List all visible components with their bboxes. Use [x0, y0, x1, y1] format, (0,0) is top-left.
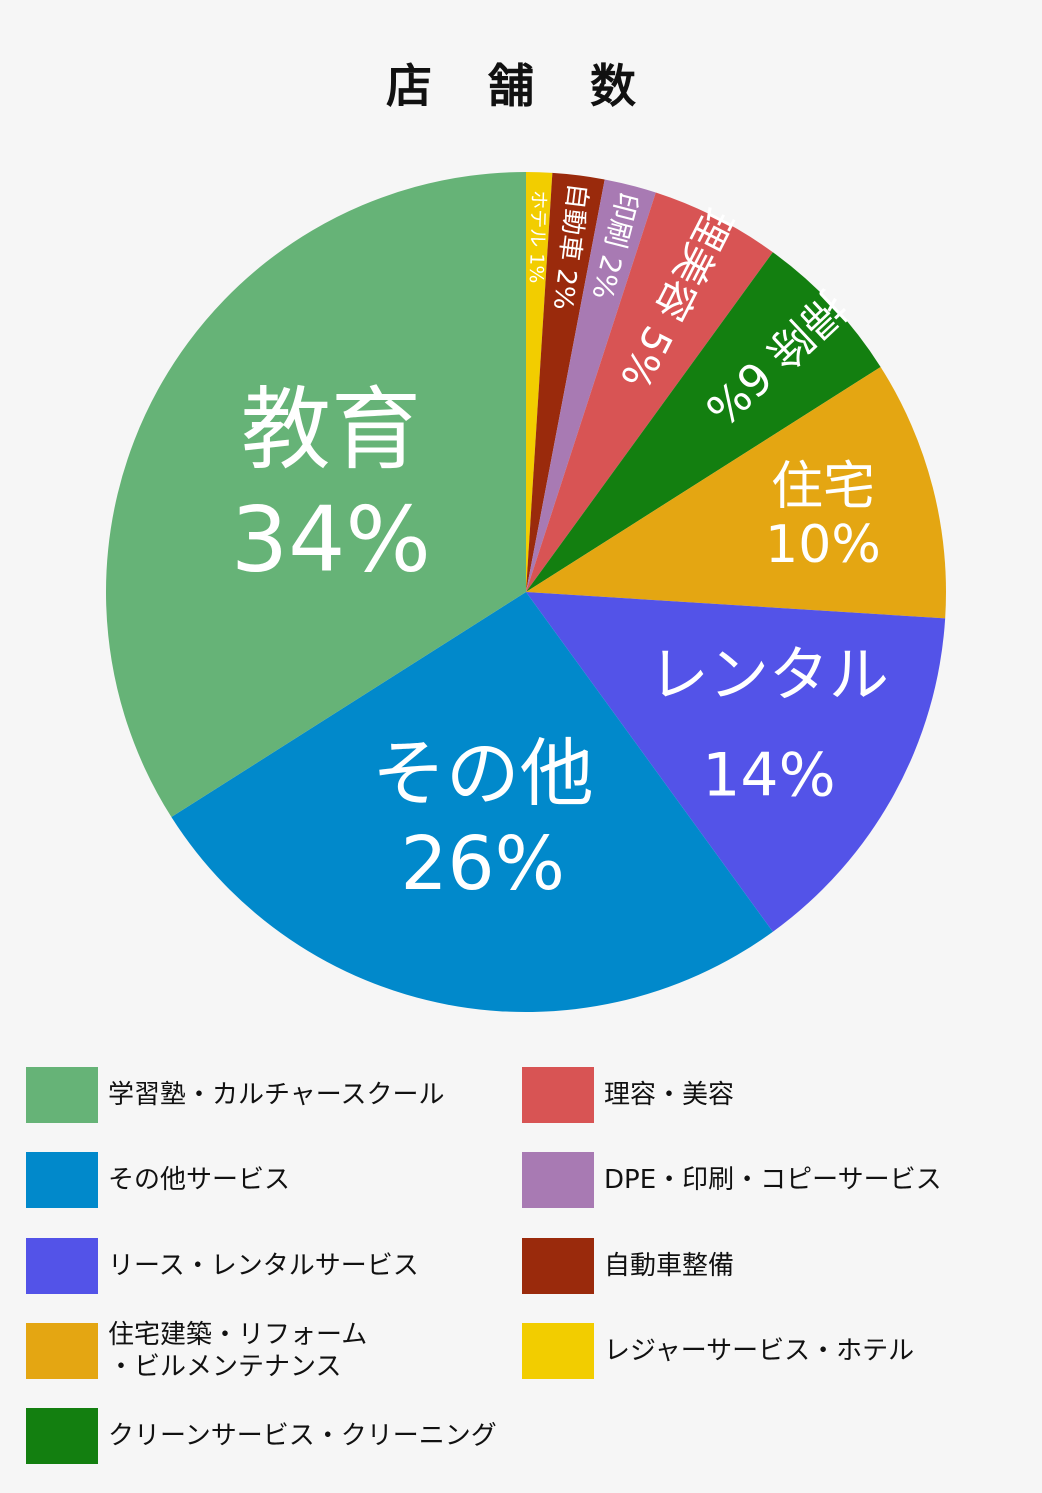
legend-item-leisure: レジャーサービス・ホテル [522, 1323, 1022, 1379]
legend-swatch [522, 1067, 594, 1123]
slice-label-education: 教育 [241, 377, 421, 482]
legend-item-education: 学習塾・カルチャースクール [26, 1067, 506, 1123]
slice-percent-rental: 14% [702, 741, 835, 811]
legend-label: 理容・美容 [604, 1080, 735, 1110]
slice-label-rental: レンタル [649, 641, 889, 711]
legend-label: リース・レンタルサービス [108, 1251, 419, 1281]
pie-slice-printing [526, 179, 656, 592]
chart-title: 店 舗 数 [385, 59, 657, 113]
legend-swatch [522, 1238, 594, 1294]
pie-slice-auto [526, 172, 605, 592]
slice-label-housing: 住宅 [771, 457, 875, 517]
slice-percent-education: 34% [231, 487, 431, 592]
pie-chart: ホテル 1%自動車 2%印刷 2%理美容 5%掃除 6%住宅10%レンタル14%… [105, 172, 946, 1013]
legend-item-cleaning: クリーンサービス・クリーニング [26, 1408, 506, 1464]
legend-swatch [26, 1408, 98, 1464]
slice-percent-housing: 10% [765, 515, 881, 575]
pie-slice-beauty [526, 192, 773, 592]
pie-slice-rental [526, 592, 946, 932]
legend-item-printing: DPE・印刷・コピーサービス [522, 1152, 1022, 1208]
legend-item-rental: リース・レンタルサービス [26, 1238, 506, 1294]
slice-label-hotel: ホテル 1% [525, 190, 550, 284]
pie-slice-other [171, 592, 773, 1013]
pie-slice-housing [526, 366, 946, 619]
legend-label: その他サービス [108, 1165, 291, 1195]
legend-item-housing: 住宅建築・リフォーム ・ビルメンテナンス [26, 1320, 506, 1382]
legend-item-beauty: 理容・美容 [522, 1067, 1022, 1123]
pie-slice-hotel [526, 172, 553, 592]
slice-label-other: その他 [372, 731, 594, 817]
slice-percent-other: 26% [400, 821, 564, 907]
legend-swatch [26, 1323, 98, 1379]
legend-swatch [26, 1238, 98, 1294]
legend-swatch [522, 1152, 594, 1208]
legend-label: DPE・印刷・コピーサービス [604, 1165, 942, 1195]
legend-label: 住宅建築・リフォーム ・ビルメンテナンス [108, 1320, 368, 1382]
pie-slice-education [105, 172, 526, 818]
legend-swatch [26, 1067, 98, 1123]
legend-label: クリーンサービス・クリーニング [108, 1421, 497, 1451]
legend-item-other: その他サービス [26, 1152, 506, 1208]
legend-label: 学習塾・カルチャースクール [108, 1080, 445, 1110]
legend-label: 自動車整備 [604, 1251, 735, 1281]
legend-item-auto: 自動車整備 [522, 1238, 1022, 1294]
legend-swatch [522, 1323, 594, 1379]
pie-slice-cleaning [526, 252, 881, 592]
legend-label: レジャーサービス・ホテル [604, 1336, 915, 1366]
legend-swatch [26, 1152, 98, 1208]
